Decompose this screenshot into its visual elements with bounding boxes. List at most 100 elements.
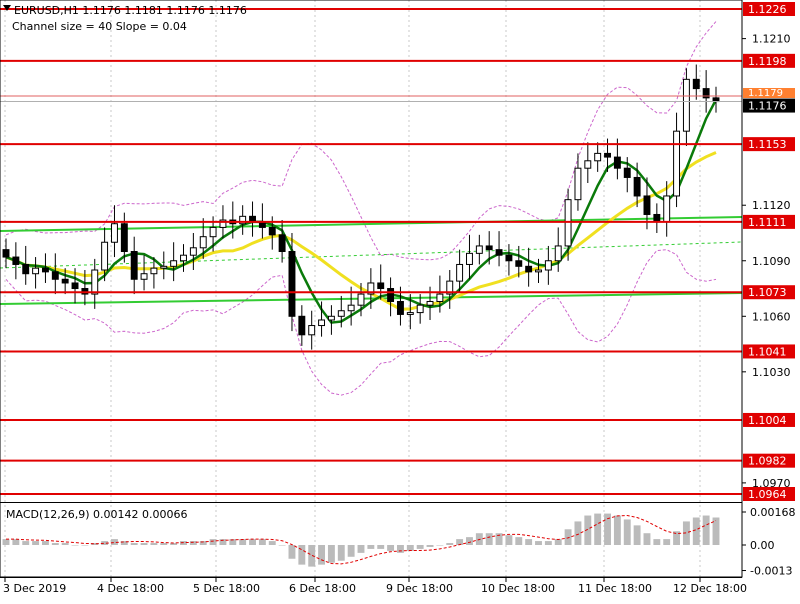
macd-histogram-bar xyxy=(199,541,207,545)
candle-body xyxy=(337,310,345,317)
candle-body xyxy=(219,219,227,228)
candle-body xyxy=(278,234,286,252)
macd-histogram-bar xyxy=(604,513,611,545)
bollinger-bands xyxy=(5,21,717,396)
candle-body xyxy=(61,278,69,284)
candle xyxy=(673,112,681,208)
macd-histogram-bar xyxy=(318,545,326,565)
time-tick-label: 9 Dec 18:00 xyxy=(386,582,453,595)
candle xyxy=(130,236,138,295)
candle xyxy=(22,245,30,285)
candle xyxy=(140,255,148,291)
candle-body xyxy=(505,254,513,262)
price-level-tag xyxy=(743,285,795,300)
candle-body xyxy=(71,282,79,290)
ask-price-label: 1.1179 xyxy=(748,88,783,99)
candle xyxy=(633,162,641,208)
candle xyxy=(584,142,592,184)
ask-price-tag xyxy=(743,88,795,99)
macd-histogram-bar xyxy=(623,519,631,545)
candle xyxy=(525,247,533,287)
candle xyxy=(298,305,306,346)
candle xyxy=(199,218,207,259)
price-level-label: 1.1198 xyxy=(748,55,787,68)
candle xyxy=(456,249,464,293)
candle-body xyxy=(298,315,306,336)
price-level-label: 1.1073 xyxy=(748,286,787,299)
candle xyxy=(150,257,158,289)
candle xyxy=(189,232,197,271)
macd-histogram-bar xyxy=(515,537,523,545)
macd-histogram-bar xyxy=(564,529,572,545)
candle xyxy=(61,268,69,295)
collapse-triangle-icon[interactable] xyxy=(3,5,11,11)
candle-body xyxy=(574,167,582,201)
candle xyxy=(377,264,385,300)
macd-histogram-bar xyxy=(22,541,30,545)
macd-histogram-bar xyxy=(633,525,641,545)
candle-body xyxy=(515,260,523,267)
candle-body xyxy=(308,325,316,336)
candle-body xyxy=(485,245,493,251)
macd-histogram-bar xyxy=(209,539,217,545)
candle xyxy=(475,234,483,265)
candle xyxy=(702,70,710,113)
candle-body xyxy=(160,265,168,269)
candle xyxy=(416,294,424,324)
macd-histogram-bar xyxy=(682,521,690,545)
candle-body xyxy=(643,195,651,215)
macd-histogram-bar xyxy=(130,543,138,545)
macd-histogram-bar xyxy=(406,545,414,551)
candle-body xyxy=(554,245,562,262)
macd-histogram-bar xyxy=(229,539,237,545)
price-tick-label: 1.1210 xyxy=(752,33,791,46)
candle-body xyxy=(663,195,671,223)
macd-histogram-bar xyxy=(367,545,375,549)
time-tick-label: 12 Dec 18:00 xyxy=(673,582,747,595)
price-level-label: 1.1004 xyxy=(748,414,787,427)
macd-tick-label: 0.00168 xyxy=(750,506,796,519)
time-tick-label: 10 Dec 18:00 xyxy=(481,582,555,595)
bollinger-upper-line xyxy=(5,21,717,261)
candle-body xyxy=(416,304,424,314)
macd-histogram-bar xyxy=(150,543,158,545)
candle xyxy=(544,245,552,285)
candle-body xyxy=(140,273,148,280)
candle xyxy=(337,295,345,328)
candle xyxy=(71,268,79,304)
candle xyxy=(387,277,395,317)
macd-histogram-bar xyxy=(574,521,582,545)
candle-body xyxy=(239,215,247,225)
candle-body xyxy=(268,226,276,236)
candle xyxy=(180,244,187,272)
candle xyxy=(357,282,365,317)
macd-histogram-bar xyxy=(673,531,681,545)
candle xyxy=(170,242,178,282)
macd-histogram-bar xyxy=(495,533,503,545)
macd-histogram-bar xyxy=(120,541,128,545)
macd-histogram-bar xyxy=(101,541,109,545)
candle-body xyxy=(347,304,355,312)
macd-histogram-bar xyxy=(653,539,661,545)
macd-histogram-bar xyxy=(505,535,513,545)
candle xyxy=(51,253,59,295)
candle xyxy=(160,251,168,280)
candle xyxy=(643,177,651,230)
macd-histogram-bar xyxy=(71,545,79,546)
macd-histogram-bar xyxy=(554,539,562,545)
macd-histogram-bar xyxy=(396,545,404,553)
macd-histogram-bar xyxy=(525,539,533,545)
candle xyxy=(327,305,335,335)
price-level-tag xyxy=(743,2,795,16)
macd-histogram-bar xyxy=(298,545,306,565)
candle-body xyxy=(288,251,296,317)
macd-histogram-bar xyxy=(61,543,69,545)
candle-body xyxy=(673,130,681,197)
price-level-label: 1.0964 xyxy=(748,488,787,501)
candle-body xyxy=(22,263,30,275)
candle xyxy=(318,301,326,337)
macd-histogram-bar xyxy=(712,517,720,545)
macd-histogram-bar xyxy=(702,515,710,545)
